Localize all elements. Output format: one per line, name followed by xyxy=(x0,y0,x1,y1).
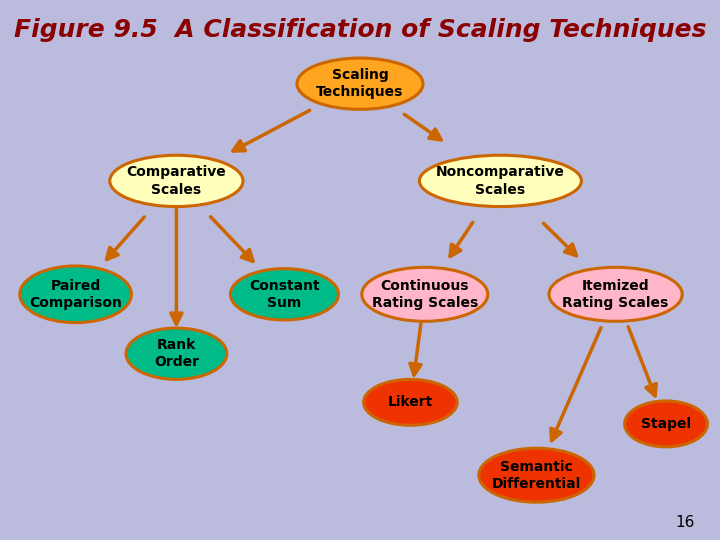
Text: 16: 16 xyxy=(675,515,695,530)
Text: Rank
Order: Rank Order xyxy=(154,338,199,369)
Text: Stapel: Stapel xyxy=(641,417,691,431)
Ellipse shape xyxy=(110,156,243,206)
Text: Itemized
Rating Scales: Itemized Rating Scales xyxy=(562,279,669,310)
Text: Likert: Likert xyxy=(388,395,433,409)
Ellipse shape xyxy=(297,58,423,109)
Ellipse shape xyxy=(479,448,594,502)
Text: Figure 9.5  A Classification of Scaling Techniques: Figure 9.5 A Classification of Scaling T… xyxy=(14,18,706,42)
Text: Constant
Sum: Constant Sum xyxy=(249,279,320,310)
Text: Semantic
Differential: Semantic Differential xyxy=(492,460,581,491)
Ellipse shape xyxy=(419,156,582,206)
Text: Scaling
Techniques: Scaling Techniques xyxy=(316,68,404,99)
Ellipse shape xyxy=(126,328,227,379)
Ellipse shape xyxy=(549,267,683,321)
Ellipse shape xyxy=(361,267,488,321)
Text: Comparative
Scales: Comparative Scales xyxy=(127,165,226,197)
Text: Noncomparative
Scales: Noncomparative Scales xyxy=(436,165,564,197)
Text: Continuous
Rating Scales: Continuous Rating Scales xyxy=(372,279,478,310)
Ellipse shape xyxy=(230,268,338,320)
Ellipse shape xyxy=(364,379,457,426)
Ellipse shape xyxy=(19,266,131,322)
Ellipse shape xyxy=(625,401,707,447)
Text: Paired
Comparison: Paired Comparison xyxy=(30,279,122,310)
